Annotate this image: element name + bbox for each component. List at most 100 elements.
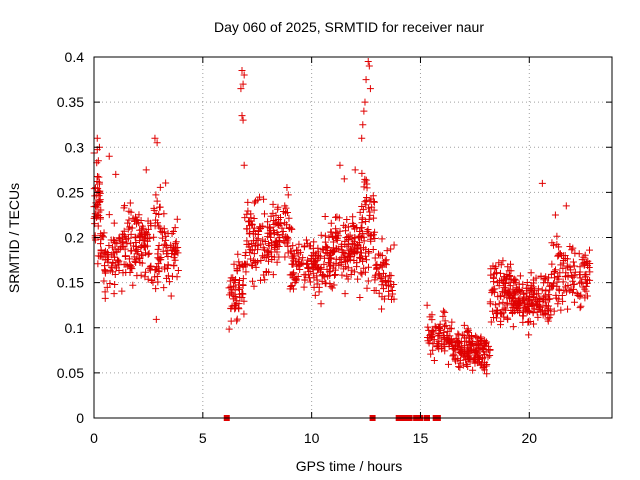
- data-point: [452, 342, 460, 350]
- data-point: [500, 275, 508, 283]
- data-point: [101, 269, 109, 277]
- data-point: [371, 234, 379, 242]
- data-point: [341, 237, 349, 245]
- data-point: [535, 297, 543, 305]
- data-point: [362, 256, 370, 264]
- data-point: [364, 263, 372, 271]
- data-point: [383, 247, 391, 255]
- data-point: [338, 271, 346, 279]
- data-point: [279, 228, 287, 236]
- data-point: [545, 314, 553, 322]
- data-point: [261, 246, 269, 254]
- data-point: [269, 200, 277, 208]
- data-point: [155, 268, 163, 276]
- data-point: [497, 261, 505, 269]
- data-point: [562, 202, 570, 210]
- data-point: [165, 278, 173, 286]
- data-point: [155, 203, 163, 211]
- data-point: [230, 260, 238, 268]
- data-point: [499, 257, 507, 265]
- data-point: [237, 85, 245, 93]
- data-point: [548, 239, 556, 247]
- data-point: [559, 264, 567, 272]
- data-point: [241, 214, 249, 222]
- data-point: [274, 241, 282, 249]
- data-point: [100, 229, 108, 237]
- y-tick-label: 0.25: [57, 184, 84, 200]
- data-point: [447, 325, 455, 333]
- data-point: [281, 253, 289, 261]
- data-point: [442, 322, 450, 330]
- y-axis-label: SRMTID / TECUs: [6, 183, 22, 293]
- data-point: [110, 219, 118, 227]
- data-point: [546, 295, 554, 303]
- data-point: [289, 252, 297, 260]
- data-point: [362, 197, 370, 205]
- data-point: [112, 170, 120, 178]
- data-point: [336, 161, 344, 169]
- data-point: [534, 301, 542, 309]
- data-point: [559, 278, 567, 286]
- data-point: [284, 191, 292, 199]
- data-point: [243, 260, 251, 268]
- data-point: [153, 197, 161, 205]
- data-point: [520, 290, 528, 298]
- data-point: [252, 263, 260, 271]
- x-tick-label: 5: [199, 430, 207, 446]
- data-point: [358, 169, 366, 177]
- data-point: [330, 271, 338, 279]
- data-point: [519, 318, 527, 326]
- data-point: [435, 323, 443, 331]
- data-point: [317, 300, 325, 308]
- data-point: [364, 204, 372, 212]
- data-point: [164, 272, 172, 280]
- data-point: [385, 292, 393, 300]
- data-point: [136, 232, 144, 240]
- data-point: [361, 198, 369, 206]
- data-point: [343, 216, 351, 224]
- data-point: [316, 265, 324, 273]
- data-point: [269, 209, 277, 217]
- data-point: [538, 179, 546, 187]
- data-point: [128, 224, 136, 232]
- data-point: [114, 257, 122, 265]
- data-point: [271, 237, 279, 245]
- data-point: [236, 262, 244, 270]
- data-point: [578, 278, 586, 286]
- data-point: [325, 233, 333, 241]
- data-point: [576, 274, 584, 282]
- data-point: [471, 349, 479, 357]
- data-point: [118, 238, 126, 246]
- data-point: [305, 265, 313, 273]
- data-point: [304, 264, 312, 272]
- data-point: [501, 286, 509, 294]
- data-point: [369, 246, 377, 253]
- data-point: [570, 272, 578, 280]
- data-point: [439, 332, 447, 340]
- data-point: [557, 306, 565, 314]
- data-point: [370, 197, 378, 205]
- data-point: [484, 346, 492, 354]
- data-point: [254, 226, 262, 234]
- data-point: [167, 241, 175, 249]
- data-point: [537, 273, 545, 281]
- data-point: [563, 255, 571, 263]
- data-point: [548, 282, 556, 290]
- data-point: [340, 221, 348, 229]
- data-point: [356, 294, 364, 302]
- data-point: [497, 309, 505, 317]
- data-point: [151, 134, 159, 142]
- data-point: [227, 283, 235, 291]
- data-point: [387, 272, 395, 280]
- y-tick-label: 0.1: [65, 320, 85, 336]
- data-point: [261, 276, 269, 284]
- data-point: [94, 260, 102, 268]
- data-point: [520, 299, 528, 307]
- data-point: [302, 236, 310, 244]
- data-point: [427, 350, 435, 358]
- data-point: [295, 240, 303, 248]
- data-point: [135, 211, 143, 219]
- data-point: [122, 252, 130, 260]
- data-point: [430, 357, 438, 365]
- data-point: [570, 280, 578, 288]
